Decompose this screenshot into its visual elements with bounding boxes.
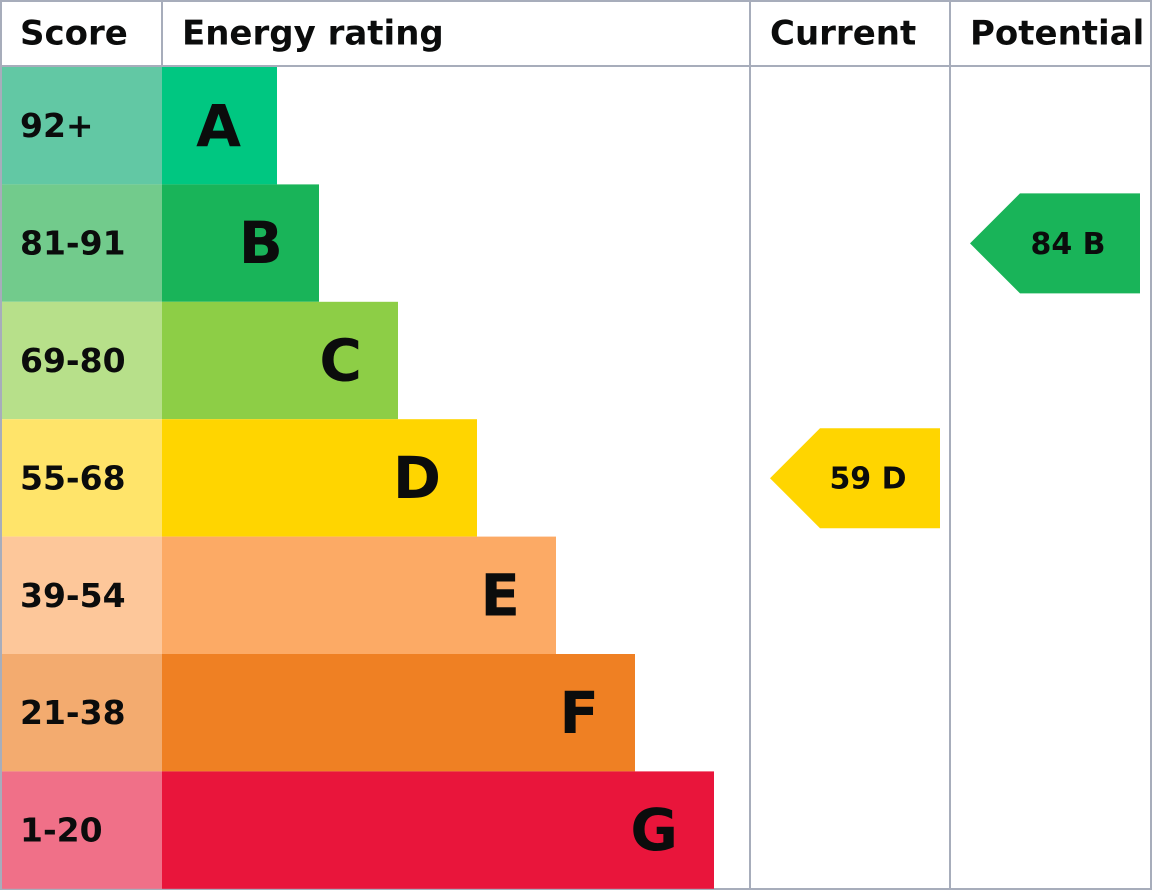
rating-arrow	[970, 193, 1140, 294]
rating-letter: D	[393, 444, 441, 512]
rating-letter: B	[239, 209, 283, 277]
score-cell	[2, 536, 162, 654]
rating-letter: E	[480, 561, 520, 629]
score-cell	[2, 67, 162, 185]
rating-bar	[162, 301, 398, 420]
score-label: 21-38	[20, 693, 126, 732]
score-label: 81-91	[20, 224, 126, 263]
score-cell	[2, 771, 162, 889]
score-label: 69-80	[20, 341, 126, 380]
rating-bar	[162, 536, 556, 654]
rating-arrow	[770, 428, 940, 529]
rating-arrow-label: 84 B	[1030, 227, 1105, 262]
rating-bar	[162, 654, 635, 772]
score-label: 39-54	[20, 576, 126, 615]
rating-letter: G	[630, 796, 678, 864]
score-cell	[2, 301, 162, 420]
score-label: 92+	[20, 106, 94, 145]
header-score: Score	[20, 14, 128, 54]
rating-bar	[162, 184, 319, 302]
score-cell	[2, 654, 162, 772]
header-rating: Energy rating	[182, 14, 444, 54]
rating-letter: C	[319, 327, 362, 395]
rating-arrow-label: 59 D	[829, 462, 906, 497]
rating-bar	[162, 771, 714, 889]
score-cell	[2, 184, 162, 302]
header-current: Current	[770, 14, 916, 54]
rating-bar	[162, 67, 277, 185]
rating-letter: A	[196, 92, 241, 160]
score-label: 1-20	[20, 811, 103, 850]
score-label: 55-68	[20, 458, 126, 497]
header-potential: Potential	[970, 14, 1144, 54]
rating-letter: F	[559, 679, 599, 747]
score-cell	[2, 419, 162, 537]
rating-bar	[162, 419, 477, 537]
